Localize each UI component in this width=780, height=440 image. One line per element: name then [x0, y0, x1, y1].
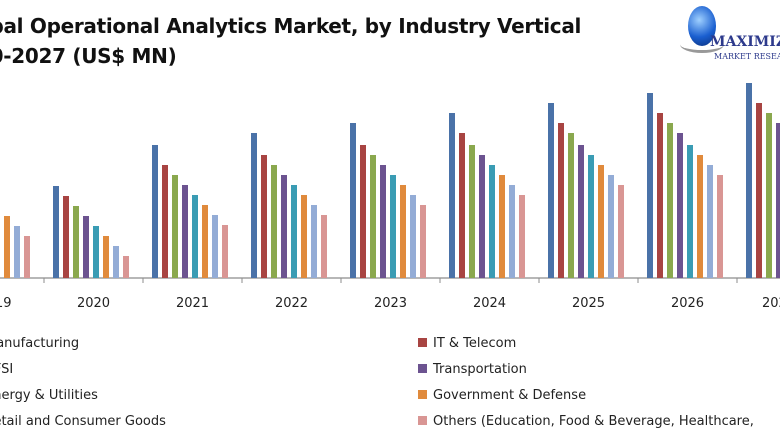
bar-2022-transportation	[281, 175, 287, 278]
bar-2021-bfsi	[172, 175, 178, 278]
x-tick-label: 2027	[762, 296, 780, 311]
legend-label: IT & Telecom	[433, 336, 517, 351]
bar-2024-others	[519, 195, 525, 278]
legend-label: Manufacturing	[0, 336, 80, 351]
bar-2027-manufacturing	[746, 83, 752, 278]
bar-2024-bfsi	[469, 145, 475, 278]
bar-2022-manufacturing	[251, 133, 257, 278]
bar-2024-transportation	[479, 155, 485, 278]
bar-2022-retail	[311, 205, 317, 278]
bar-2021-others	[222, 225, 228, 278]
company-logo: MAXIMIZ MARKET RESEAR	[680, 4, 780, 64]
bar-2024-energy	[489, 165, 495, 278]
bar-2023-government	[400, 185, 406, 278]
x-tick-label: 2022	[275, 296, 308, 311]
bar-2026-others	[717, 175, 723, 278]
bar-2023-bfsi	[370, 155, 376, 278]
bar-2021-government	[202, 205, 208, 278]
legend-swatch	[418, 338, 427, 347]
x-tick-label: 2025	[572, 296, 605, 311]
bar-2023-transportation	[380, 165, 386, 278]
logo-name: MAXIMIZ	[710, 34, 780, 50]
legend-label: Government & Defense	[433, 388, 587, 403]
legend-label: Transportation	[433, 362, 527, 377]
bar-2027-bfsi	[766, 113, 772, 278]
bar-2021-retail	[212, 215, 218, 278]
legend-label: Retail and Consumer Goods	[0, 414, 166, 429]
bar-2022-bfsi	[271, 165, 277, 278]
x-tick-label: 2020	[77, 296, 110, 311]
legend-label: Energy & Utilities	[0, 388, 98, 403]
bar-2020-it	[63, 196, 69, 278]
legend-label: BFSI	[0, 362, 14, 377]
bar-2022-others	[321, 215, 327, 278]
bar-2021-manufacturing	[152, 145, 158, 278]
bar-2024-manufacturing	[449, 113, 455, 278]
bar-2022-it	[261, 155, 267, 278]
bar-2020-retail	[113, 246, 119, 278]
bar-2019-retail	[14, 226, 20, 278]
logo-subtitle: MARKET RESEAR	[714, 52, 780, 61]
bar-2026-it	[657, 113, 663, 278]
bar-2021-transportation	[182, 185, 188, 278]
legend-item: Retail and Consumer Goods	[0, 414, 166, 429]
bar-2024-retail	[509, 185, 515, 278]
bar-2025-bfsi	[568, 133, 574, 278]
bar-2024-government	[499, 175, 505, 278]
bar-2026-bfsi	[667, 123, 673, 278]
legend-swatch	[418, 416, 427, 425]
bar-2019-government	[4, 216, 10, 278]
x-tick-label: 2019	[0, 296, 12, 311]
bar-2023-retail	[410, 195, 416, 278]
legend-item: Transportation	[418, 362, 527, 377]
legend-swatch	[418, 390, 427, 399]
legend-swatch	[418, 364, 427, 373]
bar-2025-transportation	[578, 145, 584, 278]
bar-2019-others	[24, 236, 30, 278]
bar-2026-government	[697, 155, 703, 278]
chart-subtitle: 20-2027 (US$ MN)	[0, 44, 177, 68]
chart-title: obal Operational Analytics Market, by In…	[0, 14, 582, 38]
bar-2025-others	[618, 185, 624, 278]
bar-2023-energy	[390, 175, 396, 278]
legend-label: Others (Education, Food & Beverage, Heal…	[433, 414, 754, 429]
legend-item: IT & Telecom	[418, 336, 516, 351]
bar-2020-energy	[93, 226, 99, 278]
bar-2022-energy	[291, 185, 297, 278]
legend-item: BFSI	[0, 362, 13, 377]
legend-item: Government & Defense	[418, 388, 586, 403]
bar-2024-it	[459, 133, 465, 278]
bar-2023-it	[360, 145, 366, 278]
bar-2020-bfsi	[73, 206, 79, 278]
bar-2026-transportation	[677, 133, 683, 278]
bar-2026-retail	[707, 165, 713, 278]
bar-2020-others	[123, 256, 129, 278]
legend-item: Energy & Utilities	[0, 388, 98, 403]
x-tick-label: 2026	[671, 296, 704, 311]
legend-item: Manufacturing	[0, 336, 79, 351]
bar-2025-government	[598, 165, 604, 278]
bar-2020-transportation	[83, 216, 89, 278]
x-tick-label: 2021	[176, 296, 209, 311]
legend-item: Others (Education, Food & Beverage, Heal…	[418, 414, 754, 429]
bar-2021-it	[162, 165, 168, 278]
bar-2025-manufacturing	[548, 103, 554, 278]
bar-2027-transportation	[776, 123, 780, 278]
bar-2021-energy	[192, 195, 198, 278]
bar-2023-others	[420, 205, 426, 278]
x-tick-label: 2024	[473, 296, 506, 311]
bar-chart: 2019 2020 2021 2022 2023 2024 2025 2026 2027	[0, 83, 780, 311]
bar-2025-retail	[608, 175, 614, 278]
bar-2025-energy	[588, 155, 594, 278]
bar-2026-energy	[687, 145, 693, 278]
bar-2026-manufacturing	[647, 93, 653, 278]
bar-2022-government	[301, 195, 307, 278]
bar-2020-government	[103, 236, 109, 278]
bar-2023-manufacturing	[350, 123, 356, 278]
swoosh-icon	[680, 36, 724, 53]
bar-2027-it	[756, 103, 762, 278]
bar-2025-it	[558, 123, 564, 278]
x-tick-label: 2023	[374, 296, 407, 311]
bar-2020-manufacturing	[53, 186, 59, 278]
